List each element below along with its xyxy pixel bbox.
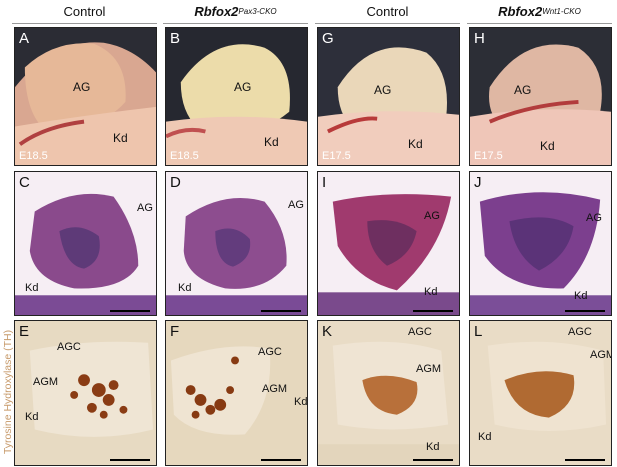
agm-label: AGM [33,376,59,388]
panel-letter: D [170,174,181,191]
panel-D: D AG Kd [165,171,308,316]
ag-label: AG [586,212,602,224]
panel-I: I AG Kd [317,171,460,316]
kd-label: Kd [264,135,279,149]
ag-label: AG [234,80,252,94]
scale-bar [565,310,605,312]
panel-letter: A [19,30,30,47]
panel-letter: I [322,174,327,191]
scale-bar [261,310,301,312]
kd-label: Kd [25,282,39,294]
scale-bar [110,310,150,312]
kd-label: Kd [178,282,192,294]
kd-label: Kd [294,396,308,408]
panel-L: L AGC AGM Kd [469,320,612,466]
column-header-4-sup: Wnt1-CKO [542,7,581,16]
row-label-th: Tyrosine Hydroxylase (TH) [2,329,14,455]
kd-label: Kd [574,290,588,302]
kd-label: Kd [408,137,423,151]
panel-K: K AGC AGM Kd [317,320,460,466]
panel-letter: H [474,30,485,47]
panel-letter: F [170,323,180,340]
agc-label: AGC [258,346,282,358]
scale-bar [413,459,453,461]
scale-bar [110,459,150,461]
agm-label: AGM [416,363,442,375]
ag-label: AG [374,83,392,97]
panel-B: B AG Kd E18.5 [165,27,308,166]
column-header-2-sup: Pax3-CKO [238,7,277,16]
column-header-1: Control [12,0,157,24]
agc-label: AGC [568,326,592,338]
column-header-2: Rbfox2 Pax3-CKO [163,0,308,24]
agm-label: AGM [590,349,611,361]
column-header-4: Rbfox2 Wnt1-CKO [467,0,612,24]
stage-label: E18.5 [170,150,199,162]
panel-letter: C [19,174,30,191]
scale-bar [261,459,301,461]
panel-H: H AG Kd E17.5 [469,27,612,166]
ag-label: AG [424,210,440,222]
stage-label: E17.5 [474,150,503,162]
ag-label: AG [288,199,304,211]
agc-label: AGC [57,341,81,353]
panel-G: G AG Kd E17.5 [317,27,460,166]
panel-letter: L [474,323,483,340]
panel-E: E AGC AGM Kd [14,320,157,466]
column-header-3-label: Control [366,4,409,19]
agm-label: AGM [262,383,288,395]
kd-label: Kd [25,411,39,423]
scale-bar [413,310,453,312]
panel-letter: B [170,30,181,47]
column-header-4-gene: Rbfox2 [498,4,543,19]
kd-label: Kd [424,286,438,298]
panel-F: F AGC AGM Kd [165,320,308,466]
kd-label: Kd [426,441,440,453]
agc-label: AGC [408,326,432,338]
panel-C: C AG Kd [14,171,157,316]
panel-letter: G [322,30,334,47]
panel-J: J AG Kd [469,171,612,316]
panel-A: A AG Kd E18.5 [14,27,157,166]
ag-label: AG [137,202,153,214]
kd-label: Kd [478,431,492,443]
panel-letter: E [19,323,30,340]
column-header-2-gene: Rbfox2 [194,4,239,19]
panel-letter: K [322,323,333,340]
panel-letter: J [474,174,482,191]
kd-label: Kd [540,139,555,153]
scale-bar [565,459,605,461]
ag-label: AG [73,80,91,94]
kd-label: Kd [113,131,128,145]
ag-label: AG [514,83,532,97]
column-header-1-label: Control [63,4,106,19]
stage-label: E17.5 [322,150,351,162]
column-header-3: Control [315,0,460,24]
stage-label: E18.5 [19,150,48,162]
